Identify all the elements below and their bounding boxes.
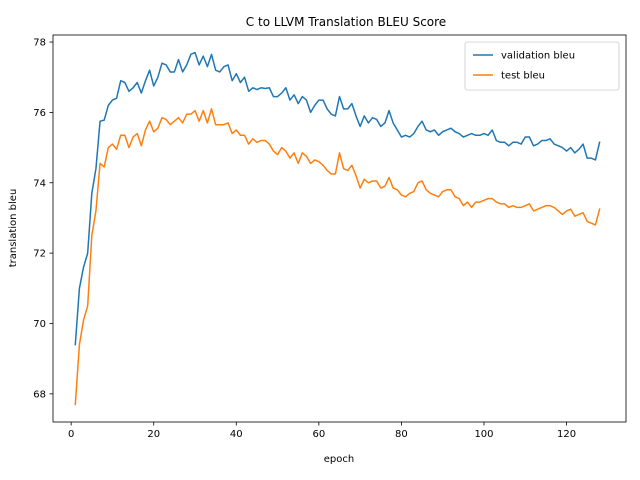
legend: validation bleu test bleu: [464, 41, 620, 91]
chart-title: C to LLVM Translation BLEU Score: [246, 15, 446, 29]
y-tick-label: 70: [33, 319, 46, 330]
x-tick-label: 0: [68, 429, 74, 440]
axes-frame: [52, 34, 627, 423]
axes: 0 20 40 60 80 100 120 68 70 72 74 76 78: [33, 34, 627, 440]
x-axis-title: epoch: [324, 454, 354, 465]
series-line-validation-bleu: [74, 51, 601, 346]
x-tick-label: 100: [474, 429, 493, 440]
y-tick-label: 76: [33, 108, 46, 119]
x-tick-label: 60: [312, 429, 325, 440]
y-tick-label: 68: [33, 389, 46, 400]
x-tick-label: 80: [395, 429, 408, 440]
legend-label: test bleu: [501, 71, 545, 82]
y-tick-label: 78: [33, 38, 46, 49]
legend-box: [464, 41, 620, 91]
x-tick-label: 120: [557, 429, 576, 440]
x-tick-label: 20: [147, 429, 160, 440]
legend-label: validation bleu: [501, 51, 575, 62]
plot-background: [53, 35, 626, 422]
y-tick-label: 72: [33, 249, 46, 260]
y-tick-label: 74: [33, 178, 46, 189]
x-tick-label: 40: [230, 429, 243, 440]
series-line-test-bleu: [74, 108, 601, 406]
plot-area: [53, 35, 626, 422]
series-lines: [74, 51, 601, 406]
y-axis-title: translation bleu: [8, 189, 19, 268]
